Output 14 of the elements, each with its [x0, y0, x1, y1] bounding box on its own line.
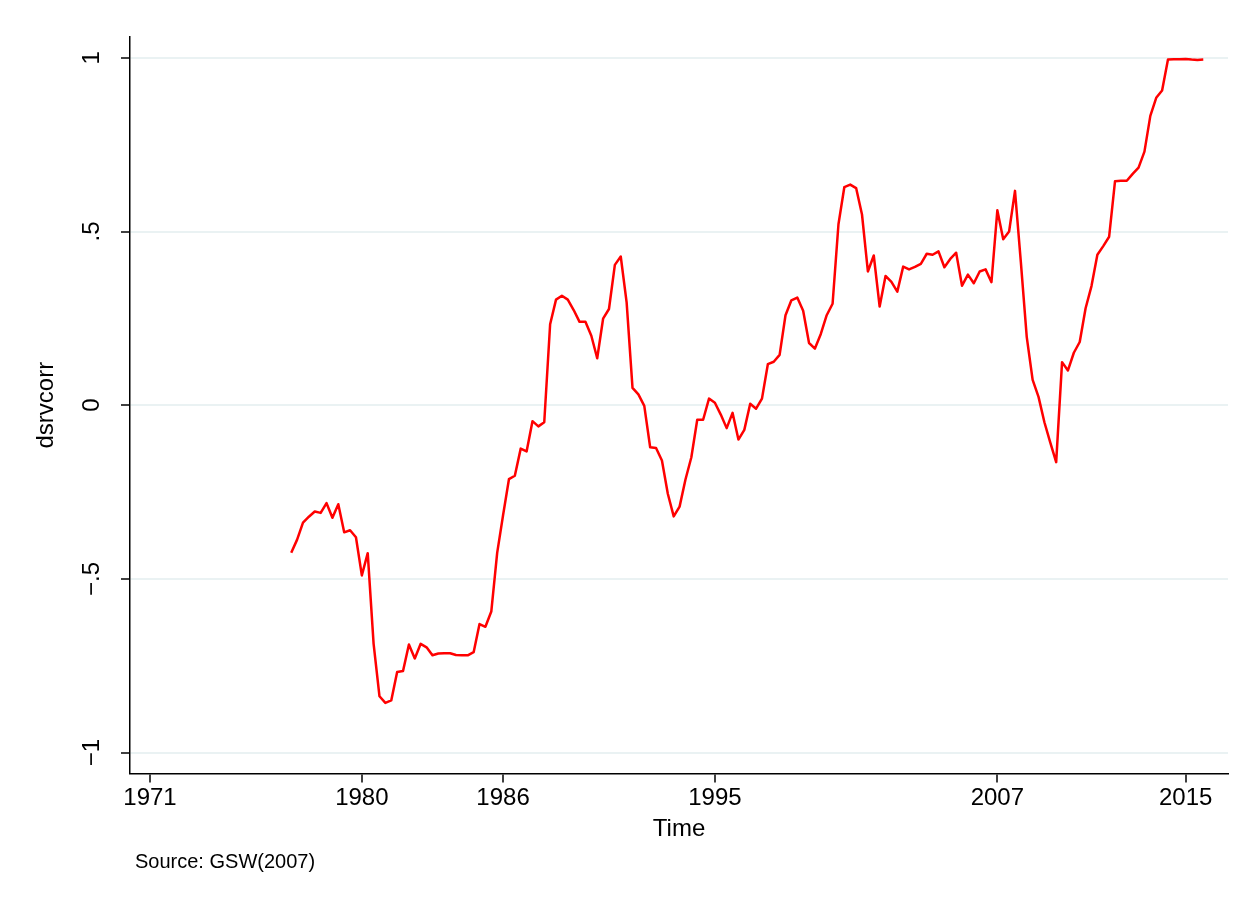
source-note: Source: GSW(2007) [135, 850, 316, 872]
x-tick-label: 2015 [1158, 783, 1213, 811]
y-tick-label: −1 [76, 738, 104, 767]
y-tick-label: 1 [76, 51, 104, 65]
y-tick-label: 0 [76, 398, 104, 412]
x-tick-label: 1971 [123, 783, 177, 811]
x-tick-label: 1980 [335, 783, 389, 811]
y-tick-label: −.5 [76, 561, 104, 596]
y-tick-label: .5 [76, 221, 104, 242]
y-axis-title: dsrvcorr [30, 361, 58, 449]
x-axis-title: Time [652, 814, 706, 842]
x-tick-label: 2007 [970, 783, 1025, 811]
x-tick-label: 1986 [476, 783, 530, 811]
x-tick-label: 1995 [688, 783, 742, 811]
